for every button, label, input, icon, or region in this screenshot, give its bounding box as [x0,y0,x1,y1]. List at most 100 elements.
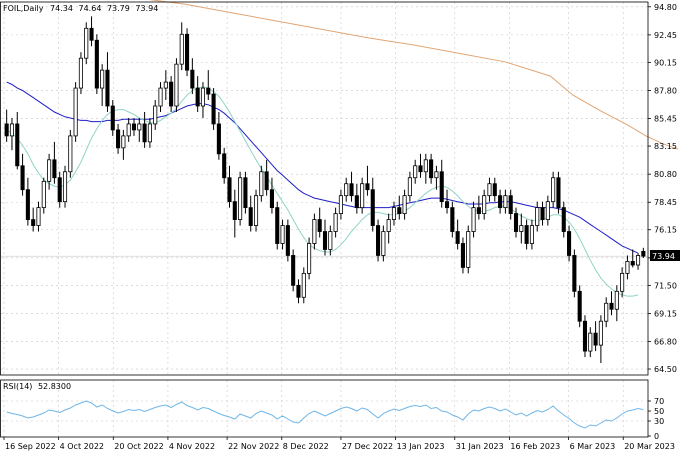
rsi-panel-frame [0,379,649,438]
candle [513,207,519,238]
candle-body-down [572,255,577,292]
price-tick-label: 78.45 [654,198,677,207]
candle [625,255,630,280]
candle-body-up [301,272,306,298]
candle [84,22,89,65]
candle [370,177,375,232]
candle [131,117,137,136]
candle-body-down [508,195,513,215]
candle-body-up [614,290,619,310]
candle-body-up [402,195,407,215]
candle-body-up [423,159,428,173]
price-tick-label: 87.80 [654,86,677,95]
candle [296,279,301,304]
candle-body-up [47,159,52,182]
candles [4,16,646,364]
candle [68,129,73,178]
rsi-label: RSI(14) [3,382,32,391]
x-tick-label: 16 Sep 2022 [5,442,56,451]
candle [185,28,190,77]
candle [593,321,598,352]
candle [153,100,158,130]
candle [100,64,105,107]
candle-body-down [269,189,274,209]
candle [556,171,561,214]
candle [402,189,407,220]
candle [280,219,285,250]
candle-body-up [280,225,285,244]
candle-body-up [588,332,593,352]
candle [137,117,142,142]
x-tick-label: 4 Oct 2022 [60,442,104,451]
price-tick-label: 85.45 [654,115,677,124]
x-tick-label: 20 Mar 2023 [624,442,675,451]
candle [259,165,264,202]
candle [471,201,476,238]
rsi-tick-label: 70 [654,397,664,406]
candle [630,249,635,268]
candle-body-down [248,207,253,226]
candle [482,189,487,220]
candle-body-down [185,33,190,71]
candle-body-up [391,207,397,220]
candle [604,297,609,328]
candle [333,207,338,238]
candle-body-down [169,81,174,107]
candle-body-up [386,219,391,232]
candle-body-up [147,123,152,143]
x-tick-label: 13 Jan 2023 [397,442,445,451]
candle [476,195,481,220]
candle-body-up [381,231,386,256]
candle-body-down [142,123,147,143]
candle [301,267,306,304]
candle [190,58,195,95]
candle-body-down [641,250,646,257]
candle [105,52,110,112]
candle [386,213,391,244]
candle [381,225,386,262]
price-tick-label: 76.15 [654,226,677,235]
candle [407,171,412,202]
x-tick-label: 16 Feb 2023 [510,442,560,451]
candle-body-up [121,135,126,149]
candle-body-up [179,33,184,65]
candle-body-down [57,177,62,203]
candle [121,129,126,160]
candle [62,165,68,208]
candle-body-down [20,165,25,191]
candle [307,237,312,280]
candle-body-up [68,135,73,173]
candle [545,195,550,226]
candle [36,201,41,232]
price-tick-label: 64.50 [654,365,677,374]
candle-body-down [556,177,561,209]
candle [291,249,296,292]
candle-body-down [25,189,30,220]
candle-body-down [15,123,20,167]
candle-body-up [519,225,524,232]
candle [94,34,99,95]
candle [322,219,328,256]
candle [577,285,582,328]
grid [1,2,648,437]
candle-body-up [73,87,78,137]
candle-body-up [471,207,476,232]
candle [275,201,280,250]
candle-body-down [264,171,269,191]
candle-body-down [429,159,434,179]
candle [216,111,221,160]
candle [508,189,513,220]
candle-body-down [317,219,322,232]
candle [498,189,503,214]
candle-body-up [253,195,259,226]
candle [598,315,603,364]
price-tick-label: 66.80 [654,338,677,347]
candle-body-up [413,165,418,179]
candle-body-up [551,177,556,203]
candle [232,189,237,238]
candle-body-down [275,207,280,244]
header-low: 73.79 [107,4,130,13]
candle-body-down [131,123,137,131]
candle [572,249,577,298]
candle-body-down [291,255,296,286]
